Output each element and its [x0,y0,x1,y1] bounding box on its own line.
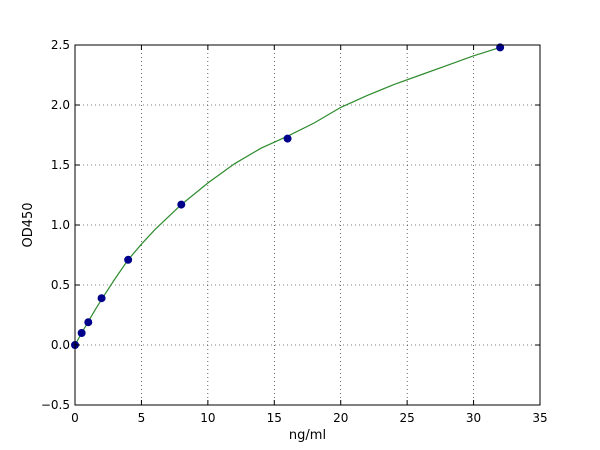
data-point [496,43,505,52]
x-tick-label: 20 [333,411,348,425]
data-point [283,134,292,143]
data-point [77,329,86,337]
fit-curve-layer [74,46,501,346]
axis-ticks [74,44,541,406]
y-tick-label: 1.5 [51,158,70,172]
data-point [124,255,133,264]
y-tick-label: −0.5 [41,398,70,412]
y-tick-label: 0.5 [51,278,70,292]
data-point [177,200,186,209]
x-tick-label: 10 [200,411,215,425]
x-tick-label: 30 [466,411,481,425]
y-tick-label: 0.0 [51,338,70,352]
tick-labels: 0 5 10 15 20 25 30 35 −0.5 0.0 0.5 1.0 1.5 2.0 2.5 [41,38,548,425]
data-points-layer [71,43,505,349]
x-tick-label: 35 [532,411,547,425]
data-point [97,294,106,303]
fit-curve-line [74,46,501,346]
x-tick-label: 25 [400,411,415,425]
y-tick-label: 2.5 [51,38,70,52]
y-tick-label: 2.0 [51,98,70,112]
x-tick-label: 0 [71,411,79,425]
data-point [84,318,93,327]
y-tick-label: 1.0 [51,218,70,232]
x-tick-label: 15 [267,411,282,425]
y-axis-label: OD450 [21,202,36,247]
x-axis-label: ng/ml [289,428,326,443]
x-tick-label: 5 [138,411,146,425]
